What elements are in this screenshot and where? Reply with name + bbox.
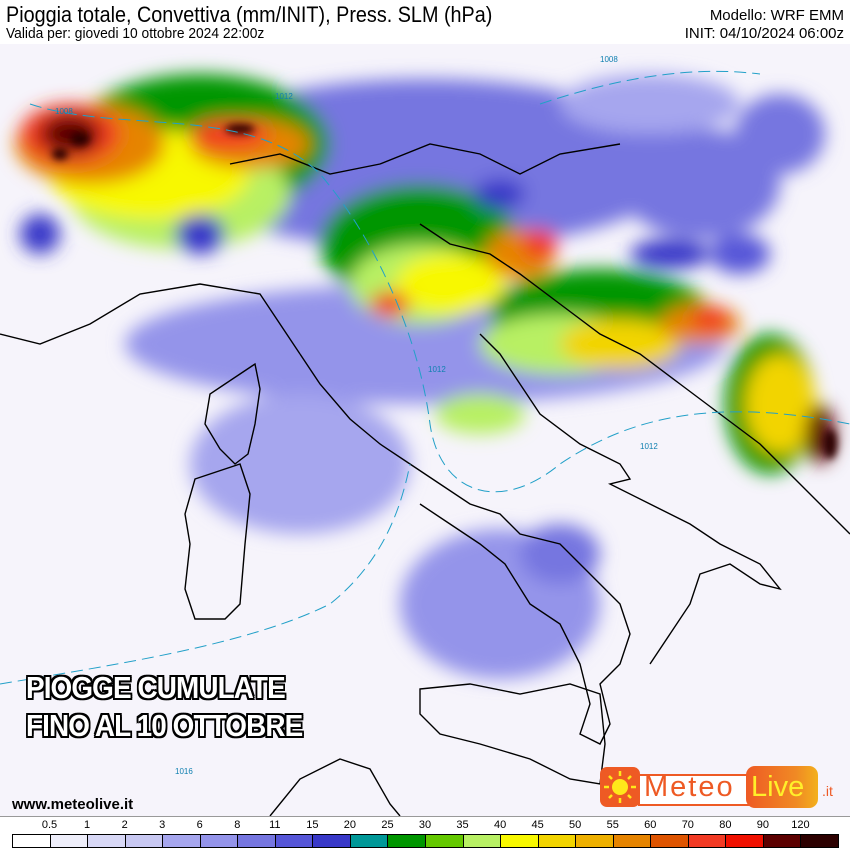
coastlines xyxy=(0,143,850,816)
legend-swatch xyxy=(12,834,51,848)
border-france xyxy=(0,283,301,355)
precip-core xyxy=(70,132,90,146)
legend-swatch xyxy=(312,834,351,848)
coastline-sardinia xyxy=(184,463,251,620)
coastline-adriatic-east xyxy=(419,223,850,535)
legend-swatch xyxy=(349,834,389,848)
legend-label: 2 xyxy=(121,819,128,831)
precip-area xyxy=(710,234,770,274)
legend-label: 40 xyxy=(493,819,507,831)
legend-swatch xyxy=(162,834,201,848)
precip-area xyxy=(475,179,525,209)
precip-area xyxy=(630,239,710,269)
legend-swatch xyxy=(462,834,502,848)
precip-area xyxy=(735,94,825,174)
precip-area xyxy=(522,229,558,259)
legend-label: 120 xyxy=(791,819,810,831)
legend-label: 8 xyxy=(234,819,241,831)
legend-label: 45 xyxy=(531,819,544,831)
legend-swatch xyxy=(124,834,164,848)
legend-swatch xyxy=(537,834,577,848)
precip-area xyxy=(435,394,525,434)
legend-swatch xyxy=(650,834,689,848)
overlay-title-line2: FINO AL 10 OTTOBRE xyxy=(26,708,303,743)
init-time: INIT: 04/10/2024 06:00z xyxy=(684,25,844,42)
isobars xyxy=(0,70,850,685)
legend-label: 11 xyxy=(269,819,281,831)
logo-meteo-text: Meteo xyxy=(644,771,735,803)
overlay-title-line1: PIOGGE CUMULATE xyxy=(26,670,286,705)
precip-area xyxy=(520,524,600,584)
precip-area xyxy=(690,306,730,332)
precip-area xyxy=(20,214,60,254)
precip-area xyxy=(190,119,270,149)
map-title: Pioggia totale, Convettiva (mm/INIT), Pr… xyxy=(6,2,493,27)
legend-swatch xyxy=(612,834,652,848)
precipitation-map: 1008 1008 1012 1012 1012 1016 PIOGGE CUMULATE… xyxy=(0,44,850,816)
legend-swatch xyxy=(425,834,464,848)
coastline-sicily xyxy=(419,683,606,785)
legend-label: 90 xyxy=(756,819,770,831)
precip-core xyxy=(52,148,68,160)
legend-label: 0.5 xyxy=(41,819,58,831)
color-legend: 0.5 1 2 3 6 8 11 15 20 25 30 35 40 45 50 55 60 70 80 90 120 xyxy=(0,816,850,851)
precip-area xyxy=(395,254,505,314)
coastline-italy xyxy=(299,333,782,745)
legend-label: 30 xyxy=(418,819,432,831)
legend-swatch xyxy=(199,834,239,848)
precip-area xyxy=(745,354,815,454)
isobar-label: 1008 xyxy=(600,55,618,64)
precip-area xyxy=(620,129,780,239)
precipitation-field: 1008 1008 1012 1012 1012 1016 xyxy=(0,55,850,816)
logo-live-box xyxy=(746,766,818,808)
precip-area xyxy=(370,291,410,317)
model-name: Modello: WRF EMM xyxy=(709,7,844,24)
legend-label: 35 xyxy=(456,819,469,831)
logo-live-text: Live xyxy=(751,771,805,803)
legend-swatch xyxy=(387,834,426,848)
isobar-label: 1016 xyxy=(175,767,193,776)
legend-label: 6 xyxy=(196,819,203,831)
legend-label: 50 xyxy=(569,819,582,831)
coastline-corsica xyxy=(204,362,261,465)
legend-label: 25 xyxy=(381,819,394,831)
isobar-label: 1012 xyxy=(428,365,446,374)
website-url[interactable]: www.meteolive.it xyxy=(12,796,134,813)
legend-label: 3 xyxy=(159,819,166,831)
legend-swatch xyxy=(725,834,764,848)
precip-core xyxy=(225,124,255,134)
border-alps xyxy=(229,143,621,175)
legend-swatch xyxy=(274,834,314,848)
legend-label: 15 xyxy=(306,819,319,831)
legend-swatch xyxy=(575,834,614,848)
legend-swatch xyxy=(237,834,276,848)
legend-label: 1 xyxy=(84,819,91,831)
legend-swatch xyxy=(687,834,727,848)
precip-area xyxy=(560,74,740,134)
legend-swatch xyxy=(762,834,802,848)
precip-core xyxy=(823,429,837,459)
precip-area xyxy=(190,394,410,534)
legend-swatch xyxy=(87,834,126,848)
legend-label: 80 xyxy=(719,819,732,831)
isobar-label: 1012 xyxy=(640,442,658,451)
header: Pioggia totale, Convettiva (mm/INIT), Pr… xyxy=(0,0,850,44)
valid-time: Valida per: giovedi 10 ottobre 2024 22:0… xyxy=(6,25,265,42)
legend-swatch xyxy=(800,834,839,848)
legend-swatch xyxy=(500,834,539,848)
legend-label: 60 xyxy=(644,819,657,831)
legend-swatch xyxy=(49,834,89,848)
isobar-label: 1008 xyxy=(55,107,73,116)
legend-label: 70 xyxy=(681,819,694,831)
logo-tld-text: .it xyxy=(822,783,833,799)
precip-area xyxy=(40,114,100,154)
logo-meteo-box xyxy=(638,774,762,806)
coastline-africa xyxy=(269,758,401,816)
isobar-label: 1012 xyxy=(275,92,293,101)
meteolive-logo[interactable]: Meteo Live .it xyxy=(600,765,833,809)
precip-area xyxy=(175,214,225,254)
legend-label: 20 xyxy=(343,819,357,831)
sun-icon xyxy=(600,767,640,807)
legend-label: 55 xyxy=(606,819,619,831)
